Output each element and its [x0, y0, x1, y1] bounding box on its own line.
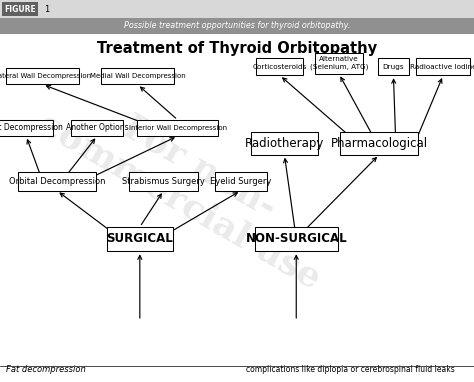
Text: 1: 1	[44, 5, 49, 13]
Text: FIGURE: FIGURE	[4, 5, 36, 13]
Bar	[0, 18, 474, 34]
Text: Fat decompression: Fat decompression	[6, 365, 86, 374]
FancyBboxPatch shape	[416, 58, 470, 75]
FancyBboxPatch shape	[315, 53, 363, 73]
Text: Eyelid Surgery: Eyelid Surgery	[210, 177, 272, 186]
FancyBboxPatch shape	[255, 227, 337, 251]
FancyBboxPatch shape	[137, 120, 218, 136]
FancyBboxPatch shape	[71, 120, 123, 136]
Bar	[2, 2, 38, 16]
FancyBboxPatch shape	[107, 227, 173, 251]
Bar	[0, 0, 474, 18]
FancyBboxPatch shape	[378, 58, 409, 75]
Text: Alternative
(Selenium, ATG): Alternative (Selenium, ATG)	[310, 56, 368, 70]
Text: Corticosteroids: Corticosteroids	[253, 64, 307, 70]
Text: SURGICAL: SURGICAL	[107, 232, 173, 245]
FancyBboxPatch shape	[129, 172, 198, 191]
Text: Inferior Wall Decompression: Inferior Wall Decompression	[128, 125, 227, 131]
Text: complications like diplopia or cerebrospinal fluid leaks: complications like diplopia or cerebrosp…	[246, 365, 455, 374]
Text: For non-
commercial use: For non- commercial use	[33, 72, 346, 295]
Text: Strabismus Surgery: Strabismus Surgery	[122, 177, 205, 186]
Text: Another Options: Another Options	[66, 123, 128, 133]
Text: NON-SURGICAL: NON-SURGICAL	[246, 232, 347, 245]
Text: Possible treatment opportunities for thyroid orbitopathy.: Possible treatment opportunities for thy…	[124, 21, 350, 31]
Text: Pharmacological: Pharmacological	[331, 137, 428, 150]
FancyBboxPatch shape	[100, 68, 174, 84]
FancyBboxPatch shape	[256, 58, 303, 75]
FancyBboxPatch shape	[6, 68, 79, 84]
Text: Lateral Wall Decompression: Lateral Wall Decompression	[0, 73, 91, 79]
FancyBboxPatch shape	[251, 132, 318, 155]
FancyBboxPatch shape	[215, 172, 267, 191]
Text: Fat Decompression: Fat Decompression	[0, 123, 63, 133]
Text: Orbital Decompression: Orbital Decompression	[9, 177, 105, 186]
FancyBboxPatch shape	[18, 172, 96, 191]
Text: Radiotherapy: Radiotherapy	[245, 137, 324, 150]
FancyBboxPatch shape	[340, 132, 418, 155]
Text: Radioactive Iodine: Radioactive Iodine	[410, 64, 474, 70]
Text: Drugs: Drugs	[383, 64, 404, 70]
Text: Medial Wall Decompression: Medial Wall Decompression	[90, 73, 185, 79]
Text: Treatment of Thyroid Orbitopathy: Treatment of Thyroid Orbitopathy	[97, 40, 377, 55]
FancyBboxPatch shape	[0, 120, 53, 136]
